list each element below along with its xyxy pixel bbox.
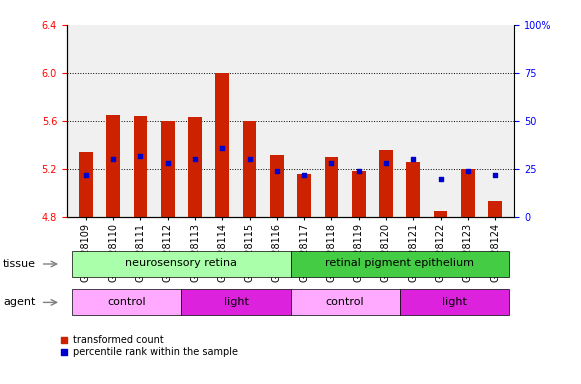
Bar	[325, 157, 338, 217]
Bar	[72, 251, 290, 277]
Bar	[407, 162, 420, 217]
Point	[163, 160, 173, 166]
Point	[245, 156, 254, 162]
Bar	[290, 290, 400, 315]
Text: control: control	[326, 297, 364, 307]
Bar	[72, 290, 181, 315]
Point	[354, 168, 363, 174]
Bar	[79, 152, 93, 217]
Legend: transformed count, percentile rank within the sample: transformed count, percentile rank withi…	[60, 335, 238, 357]
Point	[81, 172, 91, 178]
Text: retinal pigment epithelium: retinal pigment epithelium	[325, 258, 474, 268]
Bar	[297, 174, 311, 217]
Bar	[161, 121, 174, 217]
Point	[436, 175, 445, 182]
Bar	[216, 73, 229, 217]
Bar	[181, 290, 290, 315]
Bar	[106, 115, 120, 217]
Point	[109, 156, 118, 162]
Bar	[270, 155, 284, 217]
Text: agent: agent	[3, 297, 35, 308]
Point	[408, 156, 418, 162]
Point	[327, 160, 336, 166]
Point	[218, 145, 227, 151]
Bar	[134, 116, 148, 217]
Point	[463, 168, 472, 174]
Bar	[188, 118, 202, 217]
Bar	[352, 171, 365, 217]
Point	[490, 172, 500, 178]
Point	[136, 152, 145, 159]
Text: light: light	[224, 297, 249, 307]
Bar	[400, 290, 509, 315]
Point	[191, 156, 200, 162]
Bar	[488, 201, 502, 217]
Text: light: light	[442, 297, 467, 307]
Point	[381, 160, 390, 166]
Bar	[461, 169, 475, 217]
Bar	[379, 150, 393, 217]
Text: control: control	[107, 297, 146, 307]
Bar	[243, 121, 256, 217]
Point	[299, 172, 309, 178]
Bar	[433, 211, 447, 217]
Text: tissue: tissue	[3, 259, 36, 269]
Bar	[290, 251, 509, 277]
Point	[272, 168, 282, 174]
Text: neurosensory retina: neurosensory retina	[125, 258, 238, 268]
